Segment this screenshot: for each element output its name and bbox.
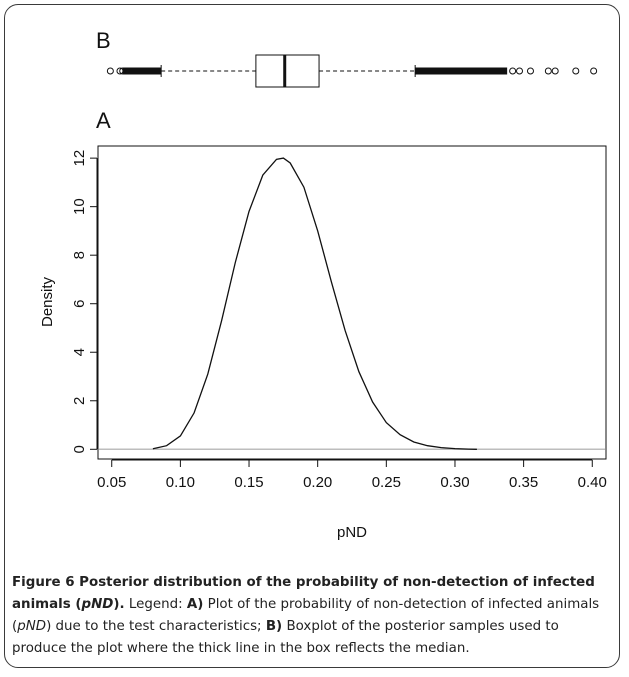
y-tick-label: 0 [71,445,88,453]
outlier-point [509,67,517,75]
x-tick-label: 0.20 [303,474,332,491]
panel-label-a: A [96,108,111,133]
x-tick-label: 0.15 [234,474,263,491]
density-panel: 0.05 0.10 0.15 0.20 0.25 0.30 0.35 0.40 0 2 4 6 8 10… [39,145,607,541]
plot-area-border [97,145,607,460]
y-tick-label: 10 [71,198,88,215]
outlier-point [544,67,552,75]
y-tick-label: 2 [71,397,88,405]
x-tick-label: 0.05 [97,474,126,491]
iqr-box [255,54,320,88]
outlier-point [119,67,127,75]
outlier-point [572,67,580,75]
figure-plots: B A 0.05 0.10 0.15 0.20 0.25 0.30 0.35 0.40 0 2 4… [39,28,607,541]
outlier-point [551,67,559,75]
y-tick-label: 12 [71,150,88,167]
x-tick-label: 0.30 [440,474,469,491]
y-axis: 0 2 4 6 8 10 12 [71,150,98,453]
x-axis-label: pND [337,524,367,541]
legend-label: Legend: [128,597,183,612]
legend-part-b-label: B) [265,619,283,634]
y-axis-label: Density [39,276,56,327]
figure-title: Figure 6 Posterior distribution of the p… [12,575,595,612]
outlier-point [526,67,534,75]
outlier-point [116,67,124,75]
outlier-point [590,67,598,75]
x-tick-label: 0.25 [372,474,401,491]
y-tick-label: 8 [71,251,88,259]
y-tick-label: 6 [71,300,88,308]
x-tick-label: 0.40 [578,474,607,491]
figure-caption: Figure 6 Posterior distribution of the p… [12,572,612,660]
x-tick-label: 0.35 [509,474,538,491]
density-curve [152,157,477,450]
x-axis: 0.05 0.10 0.15 0.20 0.25 0.30 0.35 0.40 [97,459,607,491]
outlier-point [106,67,114,75]
x-tick-label: 0.10 [166,474,195,491]
panel-label-b: B [96,28,111,53]
legend-part-a-label: A) [186,597,204,612]
y-tick-label: 4 [71,348,88,356]
legend-part-a-text: Plot of the probability of non-detection… [12,597,600,634]
legend-part-b-text: Boxplot of the posterior samples used to… [12,619,559,656]
figure-frame [4,4,620,668]
boxplot-panel [106,54,598,88]
outlier-point [516,67,524,75]
